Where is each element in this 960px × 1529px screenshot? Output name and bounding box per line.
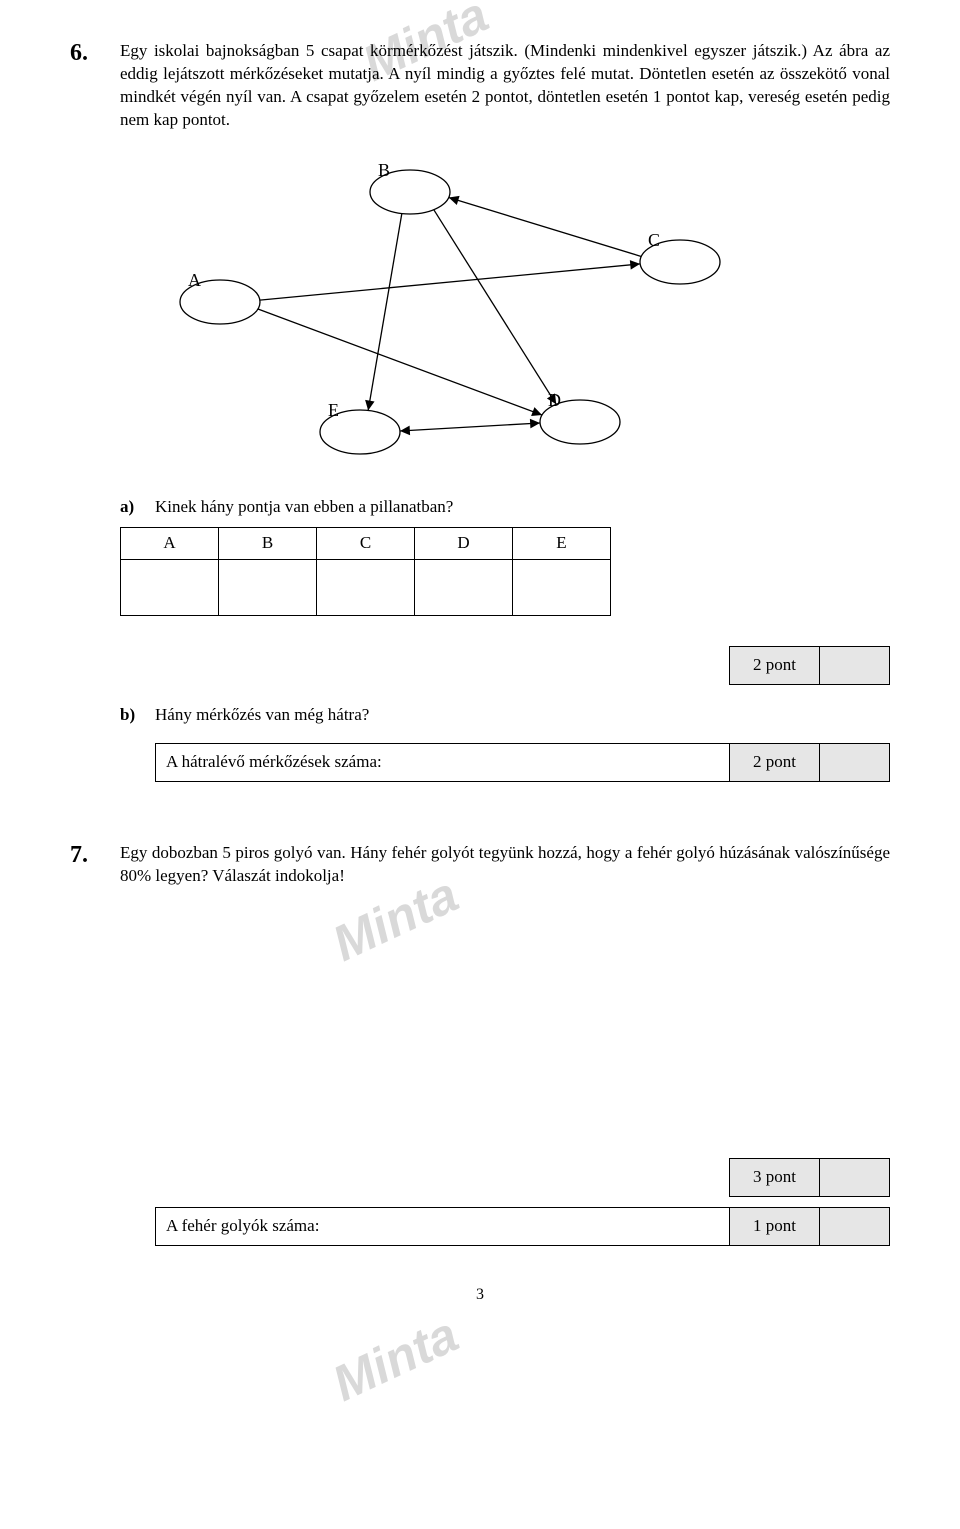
points-empty	[820, 743, 890, 781]
subpart-a-text: Kinek hány pontja van ebben a pillanatba…	[155, 497, 890, 517]
points-empty	[820, 1207, 890, 1245]
svg-text:C: C	[648, 230, 660, 250]
answer-label: A fehér golyók száma:	[156, 1207, 730, 1245]
points-label: 1 pont	[730, 1207, 820, 1245]
points-box-7a: 3 pont	[729, 1158, 890, 1197]
points-empty	[820, 1158, 890, 1196]
svg-text:A: A	[188, 270, 201, 290]
table-header: C	[317, 527, 415, 559]
problem-text: Egy dobozban 5 piros golyó van. Hány feh…	[120, 842, 890, 888]
table-cell	[317, 559, 415, 615]
points-label: 2 pont	[730, 743, 820, 781]
points-empty	[820, 646, 890, 684]
points-label: 2 pont	[730, 646, 820, 684]
page-number: 3	[70, 1286, 890, 1304]
answer-table-7: A fehér golyók száma: 1 pont	[155, 1207, 890, 1246]
table-cell	[219, 559, 317, 615]
problem-number: 6.	[70, 40, 88, 66]
graph-diagram: A B C D E	[120, 152, 890, 477]
table-header: D	[415, 527, 513, 559]
problem-6: 6. Egy iskolai bajnokságban 5 csapat kör…	[70, 40, 890, 782]
table-header: A	[121, 527, 219, 559]
svg-text:D: D	[548, 390, 561, 410]
table-cell	[121, 559, 219, 615]
problem-7: 7. Egy dobozban 5 piros golyó van. Hány …	[70, 842, 890, 1246]
table-cell	[513, 559, 611, 615]
subpart-b-text: Hány mérkőzés van még hátra?	[155, 705, 890, 725]
answer-table-b: A hátralévő mérkőzések száma: 2 pont	[155, 743, 890, 782]
problem-number: 7.	[70, 842, 88, 868]
problem-text: Egy iskolai bajnokságban 5 csapat körmér…	[120, 40, 890, 132]
points-label: 3 pont	[730, 1158, 820, 1196]
watermark: Minta	[324, 1305, 467, 1413]
svg-text:B: B	[378, 160, 390, 180]
table-cell	[415, 559, 513, 615]
points-box-a: 2 pont	[729, 646, 890, 685]
table-header: E	[513, 527, 611, 559]
subpart-b-label: b)	[120, 705, 155, 725]
subpart-a-label: a)	[120, 497, 155, 517]
answer-label: A hátralévő mérkőzések száma:	[156, 743, 730, 781]
table-header: B	[219, 527, 317, 559]
svg-text:E: E	[328, 400, 339, 420]
score-table: ABCDE	[120, 527, 611, 616]
